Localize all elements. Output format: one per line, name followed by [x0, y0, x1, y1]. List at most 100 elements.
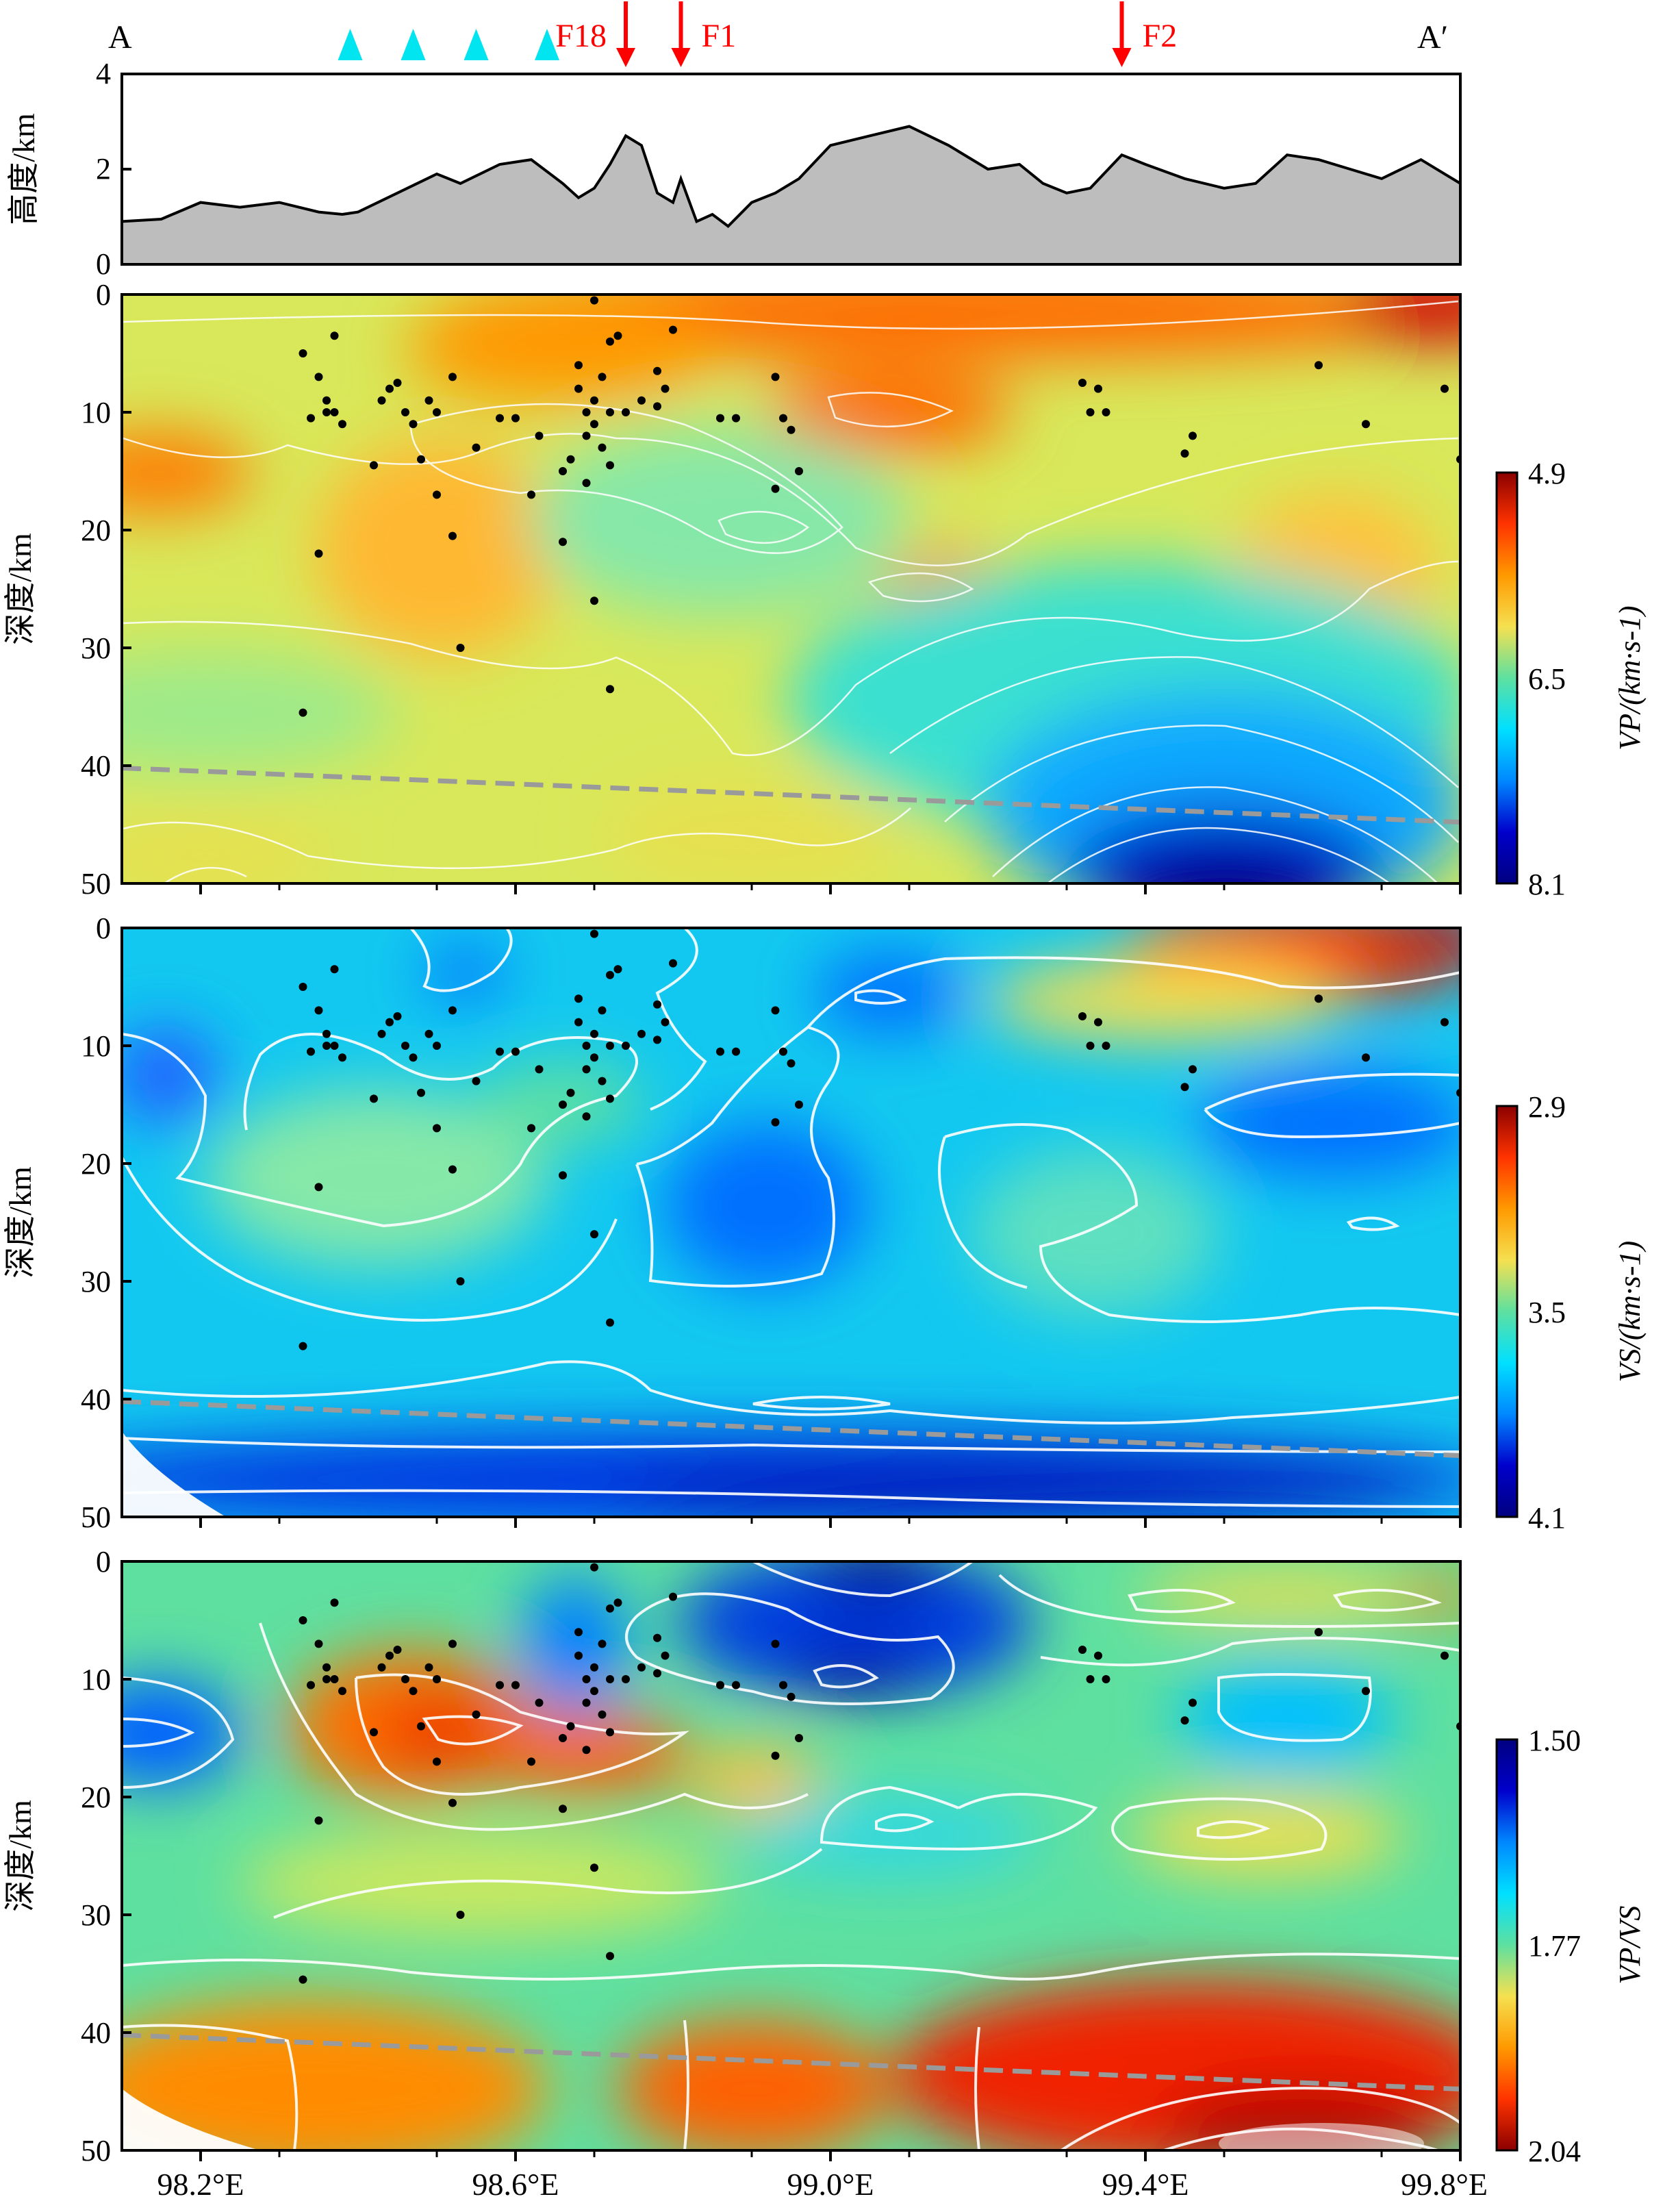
earthquake-point	[606, 1094, 614, 1103]
depth-tick-label: 10	[81, 396, 111, 429]
vpvs-colorbar-tick-min: 1.50	[1528, 1724, 1581, 1757]
depth-tick-label: 50	[81, 1500, 111, 1534]
earthquake-point	[795, 467, 803, 475]
earthquake-point	[661, 1018, 670, 1027]
earthquake-point	[456, 644, 465, 652]
vs-colorbar-bar	[1495, 1105, 1519, 1518]
vpvs-ylabel: 深度/km	[3, 1800, 38, 1912]
earthquake-point	[1180, 1716, 1189, 1725]
vs-nodata-area	[122, 1431, 226, 1517]
earthquake-point	[535, 431, 544, 440]
earthquake-point	[424, 1663, 433, 1672]
earthquake-point	[496, 1681, 504, 1689]
fault-arrow-icon	[1112, 48, 1132, 67]
earthquake-point	[299, 983, 307, 991]
earthquake-point	[314, 549, 323, 558]
earthquake-point	[322, 408, 331, 416]
earthquake-point	[393, 379, 402, 387]
fault-label: F18	[555, 18, 607, 54]
earthquake-point	[582, 431, 591, 440]
earthquake-point	[716, 414, 724, 423]
vpvs-y-axis: 0 10 20 30 40 50	[81, 1545, 131, 2167]
vpvs-nodata-area	[122, 2089, 260, 2150]
x-axis: 98.2°E 98.6°E 99.0°E 99.4°E 99.8°E	[157, 883, 1488, 2202]
earthquake-point	[622, 408, 630, 416]
earthquake-point	[598, 1006, 607, 1015]
x-tick-label: 99.4°E	[1102, 2167, 1189, 2202]
fault-label: F2	[1143, 18, 1178, 54]
depth-tick-label: 30	[81, 1898, 111, 1932]
earthquake-point	[787, 1692, 796, 1701]
earthquake-point	[590, 1863, 598, 1872]
depth-tick-label: 40	[81, 2016, 111, 2050]
earthquake-point	[574, 361, 583, 370]
earthquake-point	[1362, 420, 1370, 429]
earthquake-point	[456, 1277, 465, 1285]
vs-ylabel: 深度/km	[3, 1166, 38, 1279]
vpvs-field	[122, 1561, 1460, 2150]
station-triangle-icon	[535, 29, 559, 60]
earthquake-point	[393, 1012, 402, 1020]
vp-colorbar-tick-mid: 6.5	[1528, 662, 1566, 696]
earthquake-point	[795, 1734, 803, 1742]
vpvs-frame	[120, 1560, 1462, 2152]
earthquake-point	[385, 384, 394, 393]
earthquake-point	[433, 1042, 441, 1050]
profile-y-axis: 0 2 4 高度/km	[6, 57, 131, 281]
earthquake-point	[1440, 384, 1449, 393]
profile-ytick-0: 0	[96, 247, 111, 281]
vs-colorbar-tick-mid: 3.5	[1528, 1296, 1566, 1329]
vp-colorbar-bar	[1495, 471, 1519, 885]
earthquake-point	[314, 1183, 323, 1192]
earthquake-point	[613, 965, 622, 974]
earthquakes-vpvs	[299, 1563, 1460, 1984]
earthquake-point	[787, 1059, 796, 1068]
earthquake-point	[606, 1318, 614, 1327]
earthquake-point	[590, 929, 598, 938]
earthquake-point	[606, 1604, 614, 1613]
earthquake-point	[582, 1112, 591, 1121]
earthquake-point	[433, 1675, 441, 1683]
earthquake-point	[559, 1734, 567, 1742]
fault-arrow-icon	[671, 48, 691, 67]
earthquake-point	[653, 1633, 661, 1642]
earthquake-point	[401, 408, 409, 416]
earthquake-point	[574, 384, 583, 393]
earthquake-point	[716, 1681, 724, 1689]
earthquake-point	[1086, 408, 1095, 416]
earthquake-point	[322, 1029, 331, 1038]
x-tick-label: 98.6°E	[472, 2167, 559, 2202]
earthquake-point	[622, 1675, 630, 1683]
earthquake-point	[779, 414, 787, 423]
earthquake-point	[527, 1757, 535, 1766]
earthquake-point	[1102, 1042, 1110, 1050]
earthquake-point	[598, 1077, 607, 1085]
earthquake-point	[385, 1651, 394, 1660]
earthquake-point	[574, 1628, 583, 1637]
earthquake-point	[559, 1101, 567, 1109]
earthquake-point	[771, 1639, 780, 1648]
vs-colorbar-tick-max: 4.1	[1528, 1501, 1566, 1535]
earthquake-point	[330, 965, 339, 974]
earthquake-point	[472, 1077, 481, 1085]
earthquake-point	[606, 685, 614, 694]
elevation-area	[122, 125, 1460, 264]
earthquake-point	[535, 1065, 544, 1074]
earthquake-point	[606, 970, 614, 979]
earthquake-point	[771, 1751, 780, 1760]
earthquake-point	[322, 1042, 331, 1050]
earthquake-point	[590, 1663, 598, 1672]
earthquake-point	[535, 1698, 544, 1707]
earthquake-point	[598, 1639, 607, 1648]
earthquake-point	[401, 1675, 409, 1683]
earthquake-point	[314, 1006, 323, 1015]
earthquake-point	[1180, 1083, 1189, 1092]
depth-tick-label: 20	[81, 514, 111, 547]
earthquake-point	[424, 396, 433, 405]
x-tick-label: 99.0°E	[787, 2167, 874, 2202]
earthquake-point	[1094, 1651, 1102, 1660]
earthquakes-vp	[299, 296, 1460, 717]
vs-colorbar: 2.9 3.5 4.1 VS/(km·s-1)	[1495, 1090, 1647, 1535]
earthquake-point	[574, 1018, 583, 1027]
earthquake-point	[559, 1805, 567, 1813]
